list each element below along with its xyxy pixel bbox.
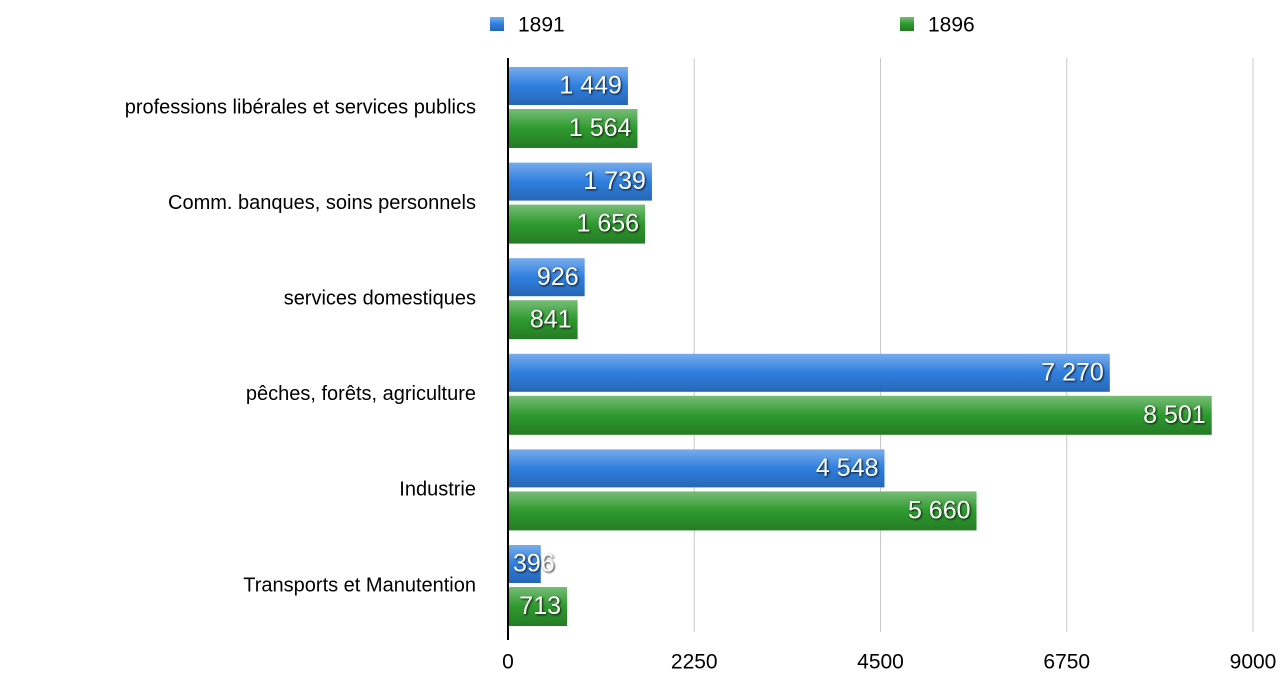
legend-label: 1896 xyxy=(928,14,975,37)
legend-swatch xyxy=(900,17,914,31)
bar xyxy=(508,353,1110,392)
value-label: 396 xyxy=(513,550,555,578)
value-label: 713 xyxy=(519,592,561,620)
category-label: services domestiques xyxy=(284,287,476,309)
value-label: 7 270 xyxy=(1041,358,1104,386)
bar xyxy=(508,109,638,148)
legend-swatch xyxy=(490,17,504,31)
value-label: 1 449 xyxy=(559,72,622,100)
value-label: 1 564 xyxy=(569,114,632,142)
legend-label: 1891 xyxy=(518,14,565,37)
x-tick-label: 6750 xyxy=(1043,651,1090,674)
value-label: 1 739 xyxy=(583,167,646,195)
bar xyxy=(508,491,977,531)
value-label: 4 548 xyxy=(816,454,879,482)
category-label: professions libérales et services public… xyxy=(125,96,476,118)
bar xyxy=(508,162,652,201)
bar xyxy=(508,67,628,105)
x-tick-label: 0 xyxy=(502,651,514,674)
bar xyxy=(508,300,578,340)
value-label: 1 656 xyxy=(577,210,640,238)
x-tick-label: 4500 xyxy=(857,651,904,674)
bar xyxy=(508,395,1212,435)
x-tick-label: 2250 xyxy=(671,651,718,674)
bar xyxy=(508,449,885,488)
bar xyxy=(508,258,585,297)
value-label: 841 xyxy=(530,305,572,333)
bar xyxy=(508,587,568,626)
category-label: Comm. banques, soins personnels xyxy=(168,192,476,214)
category-label: pêches, forêts, agriculture xyxy=(246,383,476,405)
category-label: Transports et Manutention xyxy=(243,574,476,596)
value-label: 926 xyxy=(537,263,579,291)
value-label: 8 501 xyxy=(1143,401,1206,429)
bar xyxy=(508,545,541,583)
value-label: 5 660 xyxy=(908,497,971,525)
x-tick-label: 9000 xyxy=(1230,651,1277,674)
bar xyxy=(508,204,646,244)
category-label: Industrie xyxy=(399,479,476,501)
